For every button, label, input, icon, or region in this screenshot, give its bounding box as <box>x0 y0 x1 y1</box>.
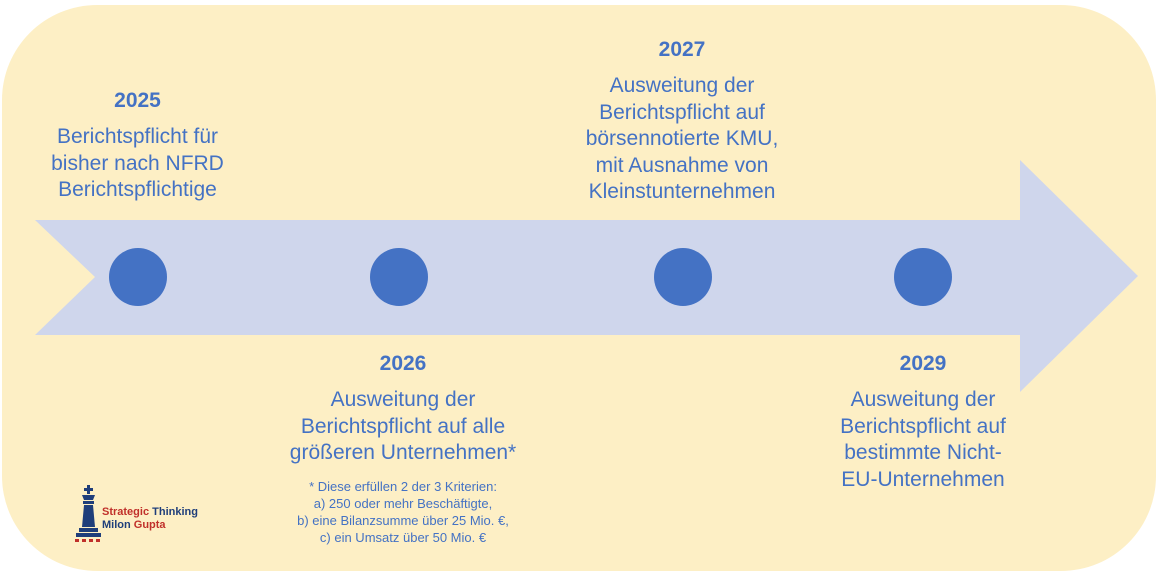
arrow-shape <box>35 160 1138 392</box>
logo-word: Gupta <box>130 519 166 531</box>
footnote-line: a) 250 oder mehr Beschäftigte, <box>313 496 493 511</box>
criteria-footnote: * Diese erfüllen 2 der 3 Kriterien: a) 2… <box>258 478 548 546</box>
footnote-line: c) ein Umsatz über 50 Mio. € <box>319 530 487 545</box>
milestone-2026: 2026 Ausweitung der Berichtspflicht auf … <box>258 351 548 467</box>
logo-text: Strategic Thinking Milon Gupta <box>102 506 198 532</box>
milestone-2029: 2029 Ausweitung der Berichtspflicht auf … <box>808 351 1038 493</box>
milestone-year: 2026 <box>379 352 427 375</box>
chess-king-icon <box>75 485 101 542</box>
milestone-dot-2027 <box>654 248 712 306</box>
milestone-dot-2029 <box>894 248 952 306</box>
milestone-year: 2027 <box>658 38 706 61</box>
footnote-line: b) eine Bilanzsumme über 25 Mio. €, <box>297 513 509 528</box>
logo-word: Strategic <box>102 506 150 518</box>
milestone-dot-2026 <box>370 248 428 306</box>
milestone-dot-2025 <box>109 248 167 306</box>
logo: Strategic Thinking Milon Gupta <box>72 485 212 545</box>
footnote-line: * Diese erfüllen 2 der 3 Kriterien: <box>309 479 497 494</box>
milestone-description: Ausweitung der Berichtspflicht auf börse… <box>585 74 779 203</box>
logo-word: Thinking <box>149 506 198 518</box>
logo-word: Milon <box>102 519 131 531</box>
milestone-description: Berichtspflicht für bisher nach NFRD Ber… <box>51 125 224 201</box>
milestone-2027: 2027 Ausweitung der Berichtspflicht auf … <box>552 37 812 206</box>
milestone-description: Ausweitung der Berichtspflicht auf besti… <box>840 388 1006 491</box>
milestone-year: 2025 <box>114 89 161 112</box>
milestone-year: 2029 <box>899 352 947 375</box>
milestone-description: Ausweitung der Berichtspflicht auf alle … <box>289 388 517 464</box>
milestone-2025: 2025 Berichtspflicht für bisher nach NFR… <box>20 88 255 204</box>
